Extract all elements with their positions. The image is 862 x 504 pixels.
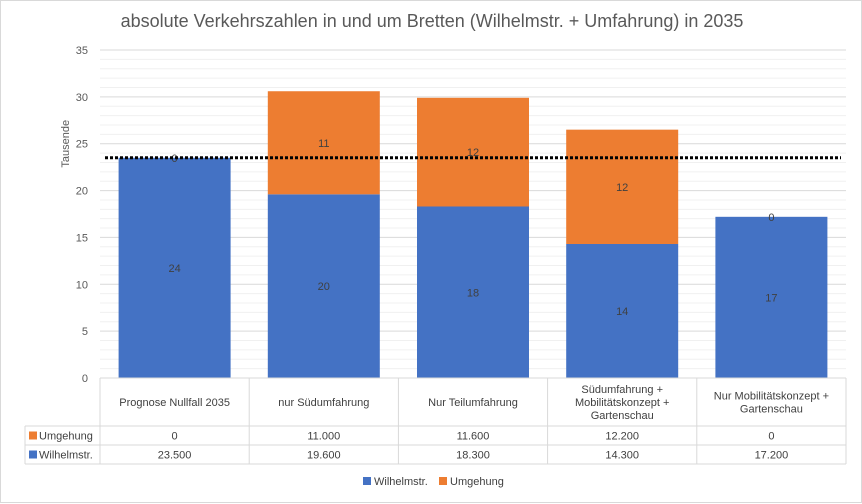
y-axis-label: Tausende (60, 120, 72, 168)
table-cell: 12.200 (605, 431, 639, 443)
bar-wilhelmstr (267, 194, 380, 378)
data-label: 14 (616, 306, 628, 318)
y-tick-label: 25 (76, 139, 88, 151)
table-cell: 18.300 (456, 450, 490, 462)
table-cell: 19.600 (307, 450, 341, 462)
y-tick-label: 30 (76, 92, 88, 104)
data-label: 0 (172, 153, 178, 165)
y-tick-label: 5 (82, 326, 88, 338)
y-tick-label: 20 (76, 186, 88, 198)
data-label: 18 (467, 287, 479, 299)
chart-title: absolute Verkehrszahlen in und um Brette… (120, 11, 744, 31)
bar-umgehung (267, 91, 380, 195)
data-label: 20 (318, 281, 330, 293)
category-label: Südumfahrung + Mobilitätskonzept + Gartens… (575, 384, 669, 422)
table-cell: 11.600 (457, 431, 490, 443)
table-cell: 0 (172, 431, 178, 443)
table-cell: 14.300 (605, 450, 639, 462)
legend-marker (363, 477, 371, 485)
table-cell: 0 (768, 431, 774, 443)
bar-wilhelmstr (417, 206, 529, 378)
legend-label: Wilhelmstr. (374, 476, 428, 488)
y-tick-label: 10 (76, 279, 88, 291)
category-label: Nur Teilumfahrung (428, 397, 518, 409)
table-cell: 23.500 (158, 450, 192, 462)
y-tick-label: 15 (76, 232, 88, 244)
legend-key-wilhelmstr (29, 450, 37, 459)
legend-label: Umgehung (450, 476, 504, 488)
y-tick-label: 35 (76, 45, 88, 57)
data-label: 11 (318, 138, 329, 150)
bar-umgehung (566, 129, 679, 244)
bar-wilhelmstr (118, 157, 231, 378)
legend-key-umgehung (29, 431, 37, 440)
row-label: Wilhelmstr. (39, 450, 93, 462)
table-cell: 17.200 (755, 450, 789, 462)
table-cell: 11.000 (307, 431, 340, 443)
bar-wilhelmstr (566, 243, 679, 378)
bar-umgehung (417, 97, 529, 207)
y-tick-label: 0 (82, 373, 88, 385)
category-label: nur Südumfahrung (278, 397, 369, 409)
legend-marker (439, 477, 447, 485)
data-label: 17 (765, 292, 777, 304)
data-label: 0 (768, 212, 774, 224)
data-label: 24 (168, 263, 180, 275)
category-label: Nur Mobilitätskonzept + Gartenschau (714, 391, 829, 416)
data-label: 12 (467, 147, 479, 159)
row-label: Umgehung (39, 431, 93, 443)
bar-wilhelmstr (715, 216, 828, 378)
data-label: 12 (616, 182, 628, 194)
category-label: Prognose Nullfall 2035 (119, 397, 230, 409)
